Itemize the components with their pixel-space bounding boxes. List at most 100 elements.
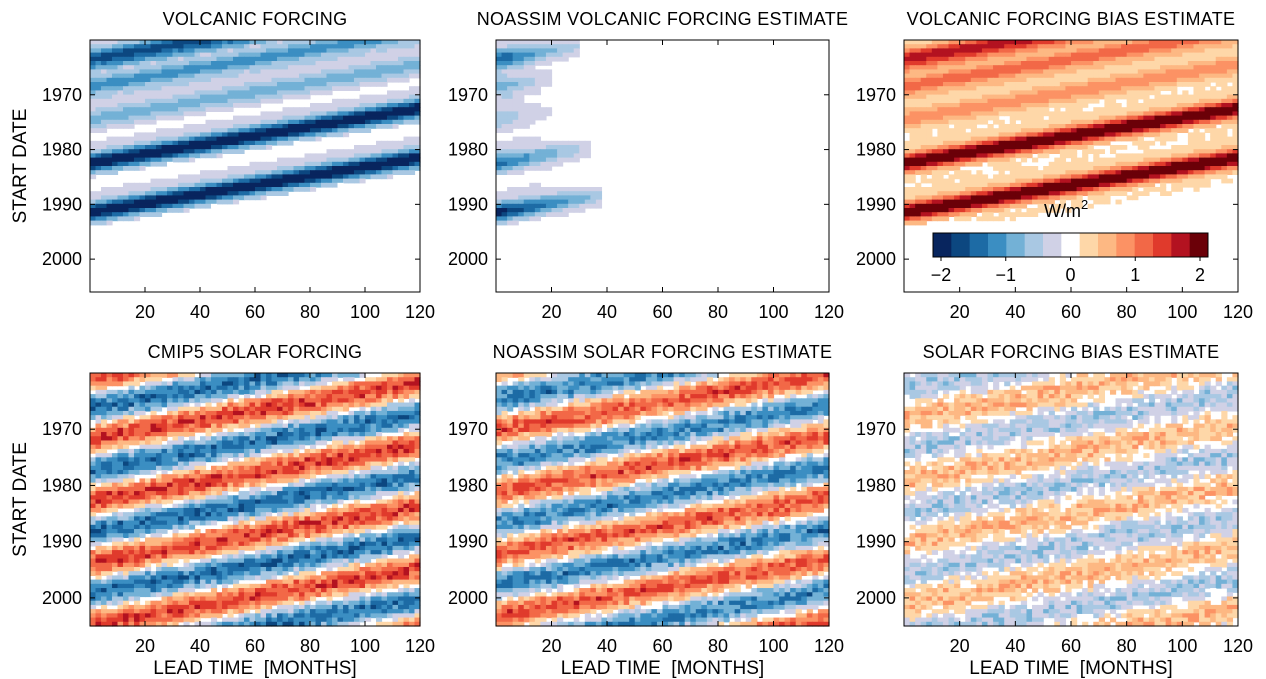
- heatmap-cell: [1071, 40, 1078, 45]
- heatmap-cell: [981, 140, 989, 146]
- heatmap-cell: [1193, 124, 1200, 129]
- heatmap-cell: [332, 82, 339, 87]
- heatmap-cell: [926, 52, 933, 58]
- heatmap-cell: [926, 153, 933, 159]
- heatmap-cell: [557, 161, 564, 167]
- heatmap-cell: [321, 174, 328, 180]
- heatmap-cell: [112, 98, 119, 104]
- heatmap-cell: [90, 161, 97, 167]
- heatmap-cell: [1160, 61, 1167, 66]
- heatmap-cell: [189, 132, 196, 138]
- heatmap-cell: [1032, 77, 1039, 83]
- heatmap-cell: [145, 149, 152, 154]
- heatmap-cell: [128, 136, 135, 142]
- heatmap-cell: [178, 132, 185, 138]
- heatmap-cell: [1148, 178, 1156, 184]
- heatmap-cell: [1132, 73, 1139, 79]
- heatmap-cell: [194, 90, 201, 96]
- heatmap-cell: [304, 90, 311, 96]
- heatmap-cell: [392, 103, 399, 108]
- heatmap-cell: [987, 212, 994, 217]
- heatmap-cell: [1126, 52, 1133, 58]
- heatmap-cell: [920, 103, 927, 108]
- heatmap-cell: [200, 153, 207, 159]
- heatmap-cell: [255, 44, 262, 49]
- heatmap-cell: [1065, 94, 1072, 100]
- heatmap-cell: [326, 385, 333, 391]
- heatmap-cell: [1015, 56, 1022, 62]
- heatmap-cell: [332, 119, 339, 125]
- heatmap-cell: [1109, 182, 1117, 188]
- heatmap-cell: [216, 377, 223, 383]
- x-tick-label: 60: [652, 302, 672, 322]
- heatmap-cell: [409, 44, 416, 49]
- heatmap-cell: [1171, 157, 1178, 163]
- heatmap-cell: [255, 94, 262, 100]
- heatmap-cell: [139, 115, 146, 121]
- heatmap-cell: [942, 69, 950, 75]
- heatmap-cell: [106, 56, 113, 62]
- heatmap-cell: [414, 65, 421, 70]
- heatmap-cell: [931, 77, 938, 83]
- heatmap-cell: [518, 103, 525, 108]
- heatmap-cell: [1059, 174, 1067, 180]
- heatmap-cell: [145, 161, 152, 167]
- heatmap-cell: [332, 377, 339, 383]
- heatmap-cell: [1154, 132, 1161, 138]
- heatmap-cell: [1015, 174, 1022, 180]
- heatmap-cell: [1032, 119, 1039, 125]
- heatmap-cell: [288, 174, 295, 180]
- heatmap-cell: [101, 208, 108, 213]
- heatmap-cell: [954, 132, 961, 138]
- heatmap-cell: [282, 65, 289, 70]
- heatmap-cell: [1193, 119, 1200, 125]
- heatmap-cell: [227, 98, 234, 104]
- heatmap-cell: [954, 149, 961, 154]
- heatmap-cell: [562, 195, 569, 201]
- heatmap-cell: [326, 119, 333, 125]
- heatmap-cell: [987, 48, 994, 54]
- heatmap-cell: [156, 77, 163, 83]
- heatmap-cell: [534, 77, 541, 83]
- heatmap-cell: [299, 377, 306, 383]
- heatmap-cell: [332, 98, 339, 104]
- heatmap-cell: [282, 132, 289, 138]
- heatmap-cell: [90, 115, 97, 121]
- heatmap-cell: [238, 178, 245, 184]
- heatmap-cell: [161, 191, 168, 196]
- heatmap-cell: [1137, 182, 1144, 188]
- heatmap-cell: [1026, 56, 1033, 62]
- heatmap-cell: [117, 115, 124, 121]
- heatmap-cell: [205, 82, 212, 87]
- heatmap-cell: [579, 149, 586, 154]
- heatmap-cell: [101, 153, 108, 159]
- heatmap-cell: [145, 94, 152, 100]
- heatmap-cell: [1082, 40, 1089, 45]
- heatmap-cell: [172, 199, 179, 205]
- heatmap-cell: [315, 103, 322, 108]
- heatmap-cell: [343, 61, 350, 66]
- heatmap-cell: [1148, 61, 1156, 66]
- heatmap-cell: [117, 166, 124, 171]
- heatmap-cell: [562, 191, 569, 196]
- heatmap-cell: [507, 111, 514, 117]
- heatmap-cell: [976, 136, 983, 142]
- heatmap-cell: [976, 187, 983, 192]
- heatmap-cell: [227, 174, 234, 180]
- heatmap-cell: [200, 124, 207, 129]
- heatmap-cell: [1104, 48, 1111, 54]
- heatmap-cell: [920, 73, 927, 79]
- heatmap-cell: [1009, 69, 1016, 75]
- heatmap-cell: [1087, 132, 1094, 138]
- heatmap-cell: [216, 94, 223, 100]
- heatmap-cell: [909, 73, 916, 79]
- heatmap-cell: [926, 178, 933, 184]
- heatmap-cell: [271, 82, 278, 87]
- heatmap-cell: [562, 52, 569, 58]
- heatmap-cell: [937, 86, 944, 91]
- heatmap-cell: [183, 136, 190, 142]
- heatmap-cell: [183, 107, 190, 112]
- heatmap-cell: [551, 149, 558, 154]
- heatmap-cell: [359, 69, 366, 75]
